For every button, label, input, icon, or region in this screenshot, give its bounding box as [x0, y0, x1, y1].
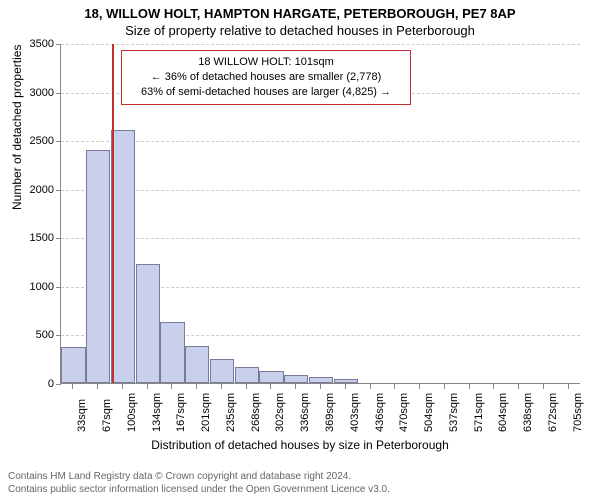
x-tick	[469, 384, 470, 389]
y-tick	[56, 384, 61, 385]
x-tick-label: 604sqm	[497, 393, 509, 432]
bar	[259, 371, 283, 383]
y-tick-label: 3000	[14, 87, 54, 99]
bar	[86, 150, 110, 383]
y-tick-label: 500	[14, 329, 54, 341]
x-tick-label: 268sqm	[250, 393, 262, 432]
x-tick	[345, 384, 346, 389]
x-tick	[370, 384, 371, 389]
bar	[136, 264, 160, 383]
y-tick	[56, 238, 61, 239]
x-tick-label: 100sqm	[126, 393, 138, 432]
x-tick	[295, 384, 296, 389]
x-tick-label: 403sqm	[349, 393, 361, 432]
x-tick-label: 302sqm	[274, 393, 286, 432]
annotation-line: 63% of semi-detached houses are larger (…	[130, 85, 402, 100]
x-tick	[493, 384, 494, 389]
x-tick-label: 470sqm	[398, 393, 410, 432]
x-tick	[394, 384, 395, 389]
x-tick	[171, 384, 172, 389]
bar	[61, 347, 85, 383]
x-tick	[568, 384, 569, 389]
annotation-line: ← 36% of detached houses are smaller (2,…	[130, 70, 402, 85]
chart-title-address: 18, WILLOW HOLT, HAMPTON HARGATE, PETERB…	[0, 0, 600, 21]
y-tick	[56, 44, 61, 45]
x-tick	[196, 384, 197, 389]
y-tick	[56, 93, 61, 94]
chart-title-description: Size of property relative to detached ho…	[0, 21, 600, 42]
x-tick-label: 67sqm	[101, 399, 113, 432]
chart-area: 18 WILLOW HOLT: 101sqm← 36% of detached …	[60, 44, 580, 424]
x-tick-label: 369sqm	[324, 393, 336, 432]
reference-line	[112, 44, 114, 383]
gridline	[61, 141, 580, 142]
y-tick-label: 2500	[14, 135, 54, 147]
bar	[284, 375, 308, 383]
x-tick	[320, 384, 321, 389]
x-tick-label: 134sqm	[151, 393, 163, 432]
y-tick-label: 1500	[14, 232, 54, 244]
plot-area: 18 WILLOW HOLT: 101sqm← 36% of detached …	[60, 44, 580, 384]
x-tick	[270, 384, 271, 389]
annotation-line: 18 WILLOW HOLT: 101sqm	[130, 55, 402, 70]
footer-line-1: Contains HM Land Registry data © Crown c…	[8, 470, 390, 483]
x-tick	[72, 384, 73, 389]
bar	[160, 322, 184, 383]
bar	[185, 346, 209, 383]
x-axis-label: Distribution of detached houses by size …	[0, 438, 600, 452]
x-tick-label: 638sqm	[522, 393, 534, 432]
gridline	[61, 190, 580, 191]
footer-line-2: Contains public sector information licen…	[8, 483, 390, 496]
bar	[334, 379, 358, 383]
footer-attribution: Contains HM Land Registry data © Crown c…	[8, 470, 390, 496]
gridline	[61, 238, 580, 239]
x-tick	[518, 384, 519, 389]
bar	[210, 359, 234, 383]
y-tick	[56, 141, 61, 142]
y-tick-label: 0	[14, 378, 54, 390]
x-tick	[97, 384, 98, 389]
x-tick-label: 504sqm	[423, 393, 435, 432]
bar	[235, 367, 259, 383]
bar	[309, 377, 333, 383]
x-tick	[246, 384, 247, 389]
x-tick-label: 705sqm	[572, 393, 584, 432]
x-tick-label: 235sqm	[225, 393, 237, 432]
x-tick-label: 201sqm	[200, 393, 212, 432]
x-tick	[543, 384, 544, 389]
x-tick-label: 336sqm	[299, 393, 311, 432]
x-tick-label: 436sqm	[374, 393, 386, 432]
x-tick	[221, 384, 222, 389]
x-tick	[444, 384, 445, 389]
y-tick	[56, 190, 61, 191]
y-tick	[56, 335, 61, 336]
bar	[111, 130, 135, 383]
x-tick-label: 167sqm	[175, 393, 187, 432]
annotation-box: 18 WILLOW HOLT: 101sqm← 36% of detached …	[121, 50, 411, 105]
x-tick	[147, 384, 148, 389]
gridline	[61, 44, 580, 45]
x-tick	[122, 384, 123, 389]
y-tick-label: 3500	[14, 38, 54, 50]
x-tick-label: 672sqm	[547, 393, 559, 432]
y-tick-label: 2000	[14, 184, 54, 196]
x-tick	[419, 384, 420, 389]
x-tick-label: 571sqm	[473, 393, 485, 432]
x-tick-label: 537sqm	[448, 393, 460, 432]
y-tick-label: 1000	[14, 281, 54, 293]
x-tick-label: 33sqm	[76, 399, 88, 432]
y-tick	[56, 287, 61, 288]
